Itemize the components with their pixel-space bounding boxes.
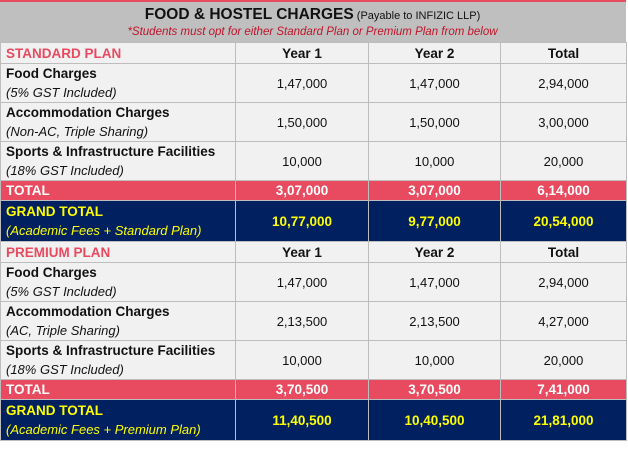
year2-value: 2,13,500 — [368, 301, 501, 341]
item-name: Food Charges — [6, 265, 97, 280]
item-name: Food Charges — [6, 66, 97, 81]
table-row: Food Charges (5% GST Included) 1,47,000 1… — [0, 63, 627, 103]
charges-table: STANDARD PLAN Year 1 Year 2 Total Food C… — [0, 42, 627, 441]
grand-total-label: GRAND TOTAL (Academic Fees + Premium Plan… — [0, 399, 236, 441]
total-value: 20,000 — [500, 340, 627, 380]
row-label: Sports & Infrastructure Facilities (18% G… — [0, 340, 236, 380]
col-header-year1: Year 1 — [235, 42, 369, 64]
row-label: Sports & Infrastructure Facilities (18% G… — [0, 141, 236, 181]
table-row: Sports & Infrastructure Facilities (18% G… — [0, 141, 627, 181]
col-header-total: Total — [500, 241, 627, 263]
year1-grand-total: 11,40,500 — [235, 399, 369, 441]
year2-grand-total: 9,77,000 — [368, 200, 501, 242]
premium-total-row: TOTAL 3,70,500 3,70,500 7,41,000 — [0, 379, 627, 400]
title-main: FOOD & HOSTEL CHARGES — [144, 6, 354, 23]
col-header-total: Total — [500, 42, 627, 64]
year1-value: 1,50,000 — [235, 102, 369, 142]
row-label: Food Charges (5% GST Included) — [0, 262, 236, 302]
table-row: Sports & Infrastructure Facilities (18% G… — [0, 340, 627, 380]
grand-total-title: GRAND TOTAL — [6, 403, 103, 418]
item-desc: (18% GST Included) — [6, 163, 124, 178]
year1-value: 1,47,000 — [235, 262, 369, 302]
item-desc: (AC, Triple Sharing) — [6, 323, 120, 338]
grand-total-title: GRAND TOTAL — [6, 204, 103, 219]
item-desc: (18% GST Included) — [6, 362, 124, 377]
item-name: Sports & Infrastructure Facilities — [6, 343, 216, 358]
year1-grand-total: 10,77,000 — [235, 200, 369, 242]
title-payee: (Payable to INFIZIC LLP) — [353, 10, 481, 22]
overall-grand-total: 21,81,000 — [500, 399, 627, 441]
plan-title: STANDARD PLAN — [0, 42, 236, 64]
premium-grand-total-row: GRAND TOTAL (Academic Fees + Premium Plan… — [0, 399, 627, 441]
grand-total-desc: (Academic Fees + Standard Plan) — [6, 223, 202, 238]
col-header-year1: Year 1 — [235, 241, 369, 263]
grand-total-label: GRAND TOTAL (Academic Fees + Standard Pla… — [0, 200, 236, 242]
page-title: FOOD & HOSTEL CHARGES (Payable to INFIZI… — [0, 2, 625, 25]
premium-plan-header: PREMIUM PLAN Year 1 Year 2 Total — [0, 241, 627, 263]
year1-total: 3,70,500 — [235, 379, 369, 400]
overall-total: 6,14,000 — [500, 180, 627, 201]
total-value: 2,94,000 — [500, 63, 627, 103]
total-label: TOTAL — [0, 180, 236, 201]
year2-value: 1,50,000 — [368, 102, 501, 142]
year2-total: 3,70,500 — [368, 379, 501, 400]
total-label: TOTAL — [0, 379, 236, 400]
year2-total: 3,07,000 — [368, 180, 501, 201]
table-row: Accommodation Charges (AC, Triple Sharing… — [0, 301, 627, 341]
standard-total-row: TOTAL 3,07,000 3,07,000 6,14,000 — [0, 180, 627, 201]
charges-sheet: FOOD & HOSTEL CHARGES (Payable to INFIZI… — [0, 0, 627, 441]
standard-plan-header: STANDARD PLAN Year 1 Year 2 Total — [0, 42, 627, 64]
year1-value: 10,000 — [235, 340, 369, 380]
item-desc: (5% GST Included) — [6, 284, 117, 299]
item-desc: (5% GST Included) — [6, 85, 117, 100]
item-desc: (Non-AC, Triple Sharing) — [6, 124, 149, 139]
year2-value: 10,000 — [368, 340, 501, 380]
table-row: Food Charges (5% GST Included) 1,47,000 1… — [0, 262, 627, 302]
col-header-year2: Year 2 — [368, 241, 501, 263]
year2-grand-total: 10,40,500 — [368, 399, 501, 441]
year2-value: 1,47,000 — [368, 262, 501, 302]
title-block: FOOD & HOSTEL CHARGES (Payable to INFIZI… — [0, 2, 626, 42]
plan-title: PREMIUM PLAN — [0, 241, 236, 263]
standard-grand-total-row: GRAND TOTAL (Academic Fees + Standard Pla… — [0, 200, 627, 242]
year1-total: 3,07,000 — [235, 180, 369, 201]
total-value: 4,27,000 — [500, 301, 627, 341]
total-value: 20,000 — [500, 141, 627, 181]
year2-value: 10,000 — [368, 141, 501, 181]
row-label: Accommodation Charges (AC, Triple Sharing… — [0, 301, 236, 341]
item-name: Accommodation Charges — [6, 304, 170, 319]
plan-note: *Students must opt for either Standard P… — [127, 26, 498, 38]
item-name: Sports & Infrastructure Facilities — [6, 144, 216, 159]
year2-value: 1,47,000 — [368, 63, 501, 103]
item-name: Accommodation Charges — [6, 105, 170, 120]
total-value: 3,00,000 — [500, 102, 627, 142]
year1-value: 2,13,500 — [235, 301, 369, 341]
overall-grand-total: 20,54,000 — [500, 200, 627, 242]
row-label: Food Charges (5% GST Included) — [0, 63, 236, 103]
grand-total-desc: (Academic Fees + Premium Plan) — [6, 422, 201, 437]
table-row: Accommodation Charges (Non-AC, Triple Sha… — [0, 102, 627, 142]
total-value: 2,94,000 — [500, 262, 627, 302]
row-label: Accommodation Charges (Non-AC, Triple Sha… — [0, 102, 236, 142]
year1-value: 1,47,000 — [235, 63, 369, 103]
year1-value: 10,000 — [235, 141, 369, 181]
overall-total: 7,41,000 — [500, 379, 627, 400]
col-header-year2: Year 2 — [368, 42, 501, 64]
